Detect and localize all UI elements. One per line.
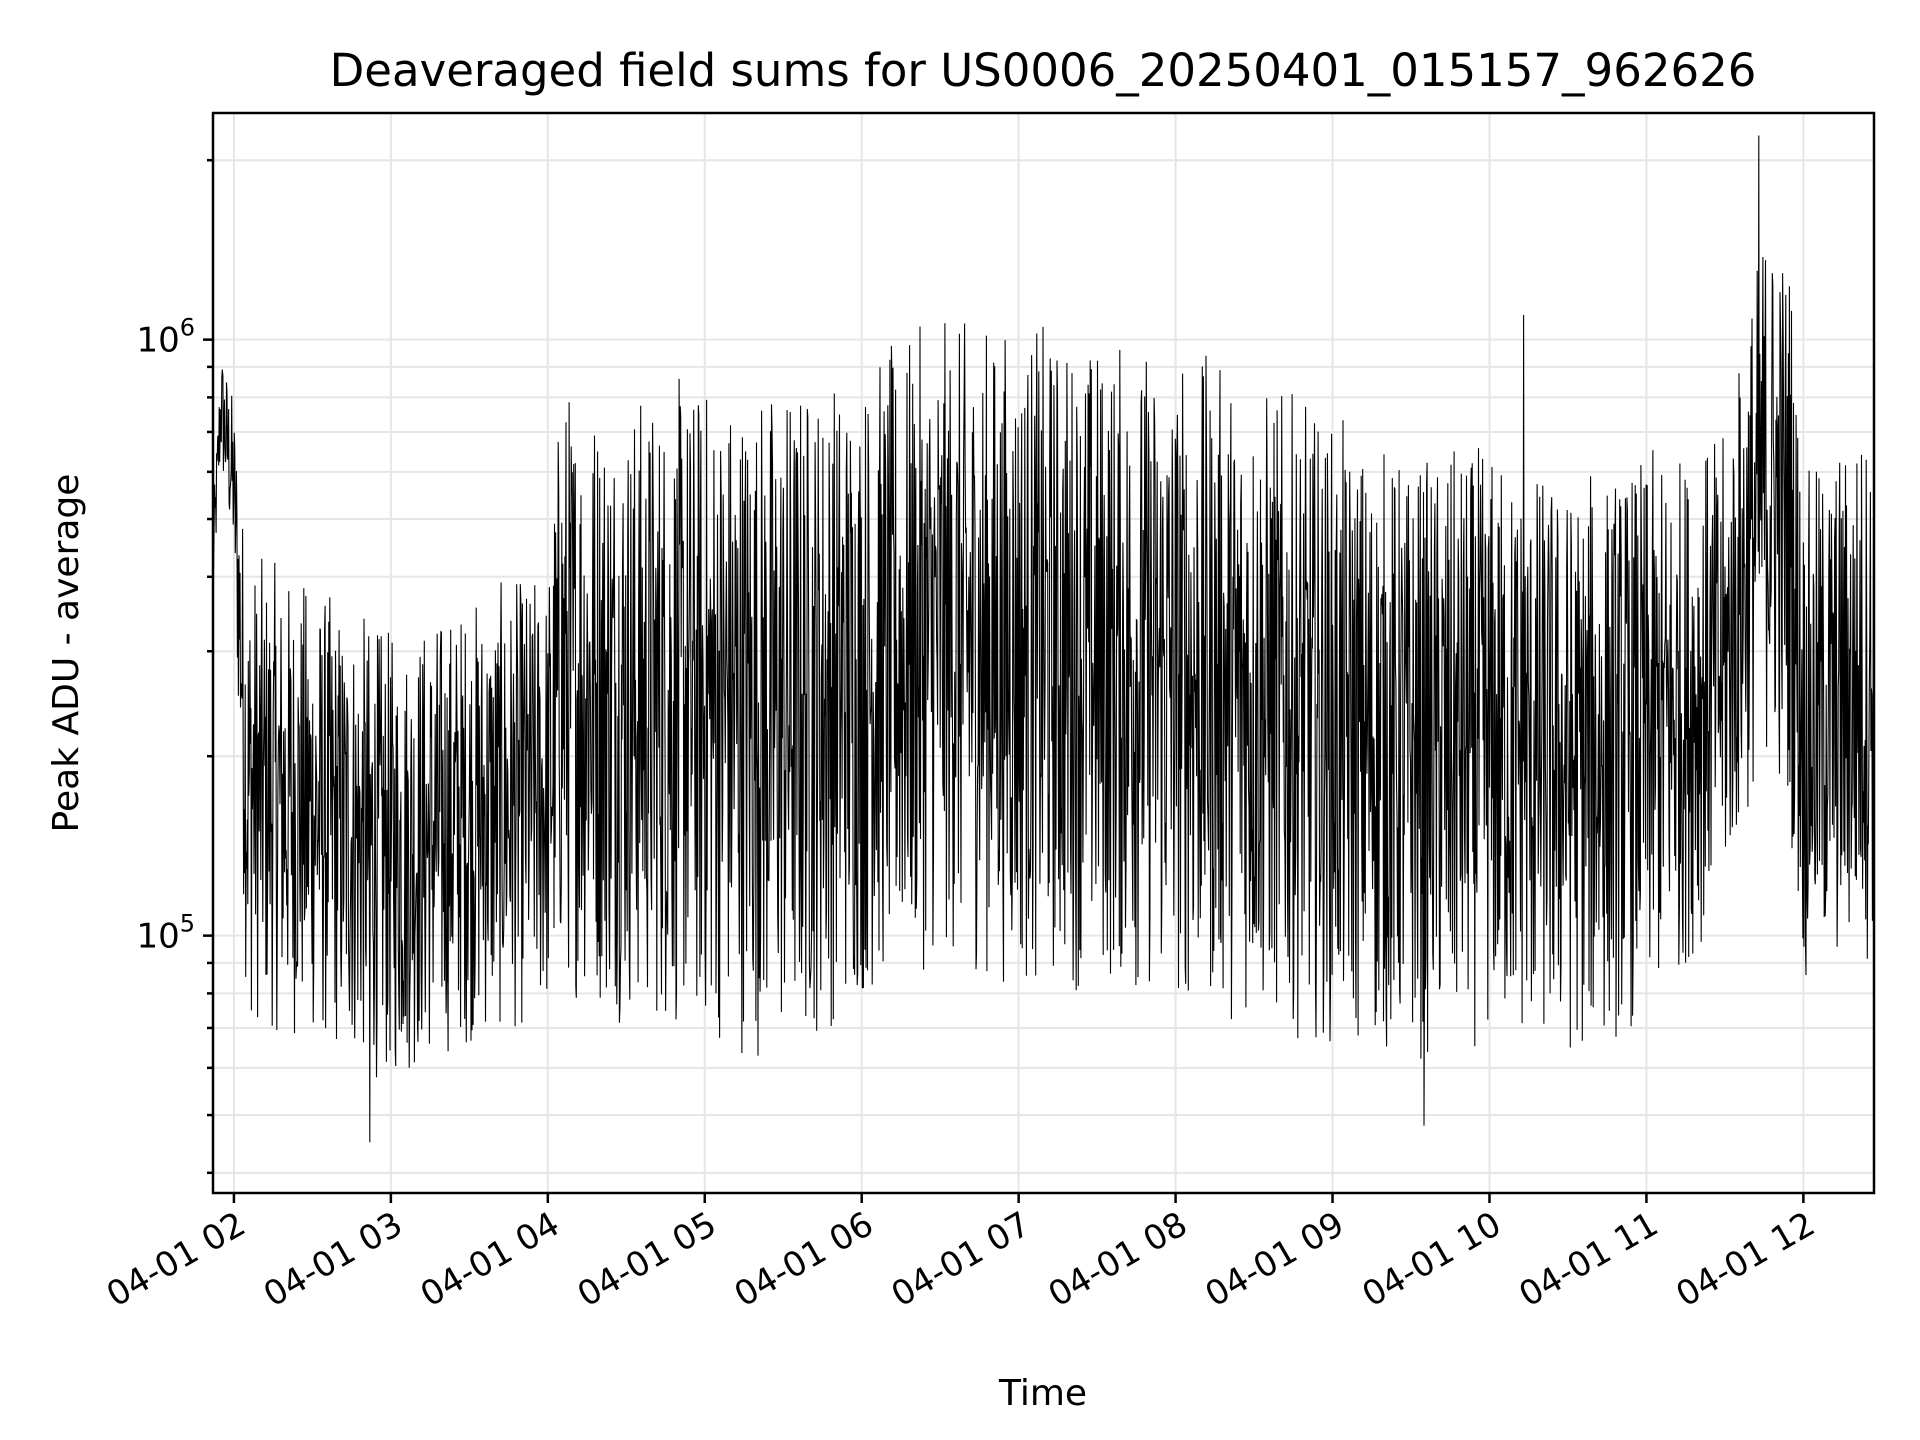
y-axis-label: Peak ADU - average [46, 474, 87, 833]
x-tick-label: 04-01 08 [1042, 1204, 1194, 1315]
x-tick-label: 04-01 03 [257, 1204, 409, 1315]
x-tick-label: 04-01 04 [414, 1204, 566, 1315]
y-tick-label-base: 10 [136, 917, 179, 957]
y-tick-label: 105 [136, 910, 195, 957]
x-tick-label: 04-01 09 [1199, 1204, 1351, 1315]
x-tick-label: 04-01 06 [728, 1204, 880, 1315]
x-tick-label: 04-01 05 [571, 1204, 723, 1315]
y-tick-label-exponent: 6 [180, 314, 195, 342]
y-tick-label-exponent: 5 [180, 910, 195, 938]
y-tick-label: 106 [136, 314, 195, 361]
chart-title: Deaveraged field sums for US0006_2025040… [330, 44, 1757, 97]
x-tick-label: 04-01 11 [1513, 1204, 1665, 1315]
x-tick-label: 04-01 10 [1356, 1204, 1508, 1315]
y-tick-label-base: 10 [136, 321, 179, 361]
plot-frame [211, 111, 1876, 1195]
x-tick-label: 04-01 12 [1669, 1204, 1821, 1315]
data-series-line [212, 135, 1875, 1143]
x-tick-label: 04-01 02 [100, 1204, 252, 1315]
x-axis-label: Time [998, 1373, 1087, 1414]
x-tick-label: 04-01 07 [885, 1204, 1037, 1315]
